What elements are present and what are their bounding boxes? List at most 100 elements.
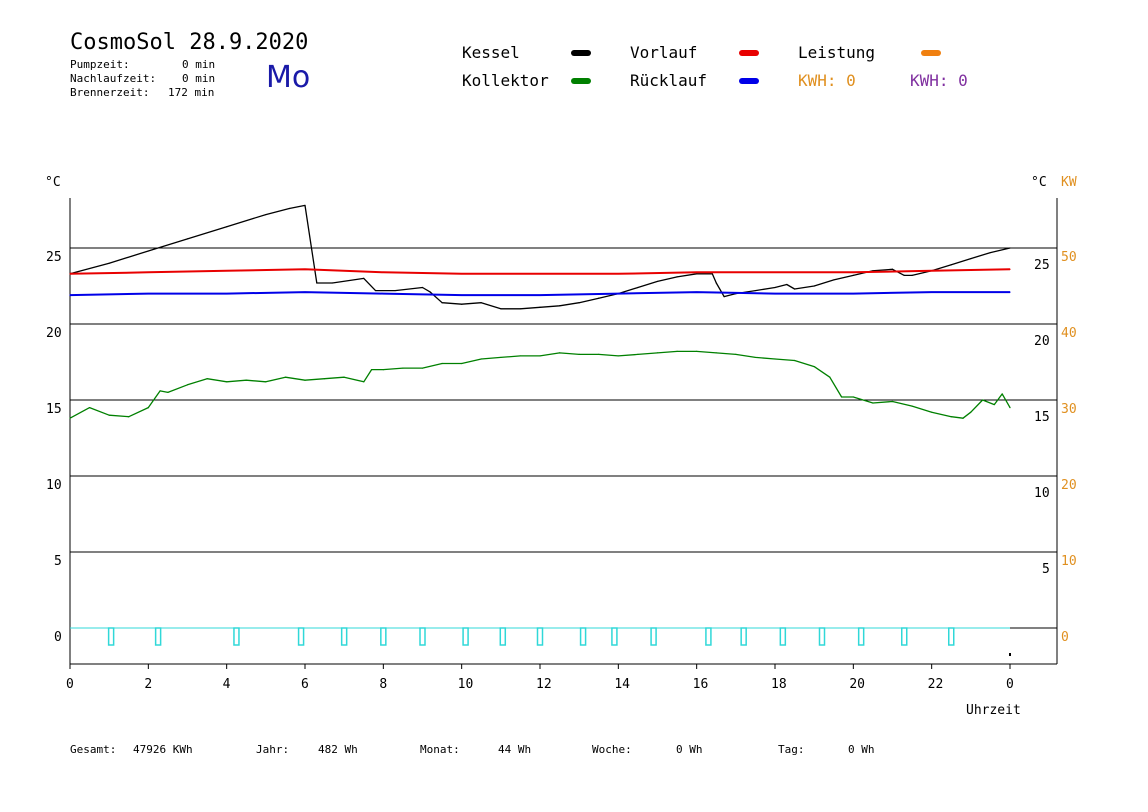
- data-point-kessel-1: [108, 262, 110, 264]
- burner-pulse-11: [611, 627, 618, 646]
- data-point-kollektor-30: [617, 355, 619, 357]
- burner-pulse-19: [948, 627, 955, 646]
- x-axis-label: Uhrzeit: [966, 703, 1021, 718]
- x-tick-12: 0: [1006, 677, 1014, 692]
- data-point-kessel-34: [774, 286, 776, 289]
- legend-leistung-swatch: [921, 50, 941, 56]
- data-point-kessel-29: [711, 273, 713, 275]
- data-point-ruecklauf-4: [382, 293, 384, 295]
- data-point-kessel-31: [723, 296, 725, 298]
- data-point-kollektor-28: [578, 353, 580, 355]
- pump-time-label: Pumpzeit:: [70, 58, 130, 71]
- data-point-kollektor-46: [911, 405, 913, 407]
- burner-pulse-14: [740, 627, 747, 646]
- data-point-kollektor-32: [656, 352, 659, 354]
- x-tick-4: 8: [379, 677, 387, 692]
- data-point-kollektor-38: [774, 358, 776, 360]
- x-tick-5: 10: [458, 677, 474, 692]
- data-point-kollektor-16: [363, 381, 365, 383]
- x-tick-2: 4: [223, 677, 231, 692]
- data-point-kessel-17: [480, 302, 482, 304]
- data-point-kollektor-6: [167, 391, 169, 393]
- data-point-kessel-26: [656, 280, 659, 283]
- footer-total-label: Gesamt:: [70, 743, 117, 756]
- data-point-ruecklauf-1: [147, 293, 149, 295]
- kwh-purple-label: KWH: 0: [910, 71, 968, 90]
- data-point-kollektor-34: [696, 350, 698, 352]
- burner-pulse-2: [233, 627, 240, 646]
- data-point-kessel-27: [676, 276, 678, 278]
- data-point-kollektor-33: [676, 350, 678, 352]
- data-point-kollektor-53: [1001, 393, 1003, 395]
- y-left-unit-label: °C: [45, 175, 61, 190]
- data-point-vorlauf-3: [304, 268, 306, 270]
- data-point-kollektor-26: [539, 355, 541, 357]
- data-point-kollektor-29: [598, 353, 600, 355]
- data-point-vorlauf-8: [696, 271, 698, 273]
- legend-ruecklauf-label: Rücklauf: [630, 71, 708, 90]
- data-point-kollektor-3: [128, 416, 130, 418]
- data-point-kollektor-17: [370, 369, 373, 371]
- footer-month-value: 44 Wh: [498, 743, 532, 756]
- data-point-kollektor-22: [461, 362, 463, 365]
- data-point-vorlauf-12: [1009, 268, 1011, 270]
- kw-tick-10: 10: [1061, 554, 1077, 569]
- legend-kollektor-label: Kollektor: [462, 71, 549, 90]
- series-line-vorlauf: [69, 268, 1011, 275]
- data-point-kollektor-11: [265, 381, 267, 383]
- footer-month-label: Monat:: [420, 743, 460, 756]
- data-point-kollektor-2: [108, 414, 110, 416]
- data-point-kessel-35: [786, 283, 788, 286]
- data-point-kollektor-31: [637, 353, 639, 355]
- y-left-tick-20: 20: [46, 326, 62, 341]
- data-point-kessel-11: [374, 289, 377, 292]
- footer-year-label: Jahr:: [256, 743, 290, 756]
- data-point-kessel-48: [1009, 247, 1011, 249]
- legend-vorlauf-swatch: [739, 50, 759, 56]
- data-point-kessel-21: [558, 305, 561, 307]
- data-point-vorlauf-2: [226, 270, 228, 272]
- burner-time-label: Brennerzeit:: [70, 86, 150, 99]
- data-point-kollektor-43: [852, 396, 854, 398]
- series-line-kollektor: [69, 350, 1011, 419]
- x-tick-7: 14: [614, 677, 630, 692]
- data-point-kessel-46: [970, 258, 972, 260]
- data-point-kollektor-1: [88, 407, 91, 409]
- data-point-kessel-10: [363, 277, 365, 279]
- burner-pulse-5: [380, 627, 387, 646]
- data-point-kollektor-48: [950, 416, 952, 418]
- data-point-kollektor-19: [402, 367, 404, 369]
- data-point-kollektor-36: [735, 353, 737, 355]
- data-point-ruecklauf-2: [226, 293, 228, 295]
- data-point-ruecklauf-10: [852, 293, 854, 295]
- data-point-kessel-33: [754, 289, 757, 292]
- legend-kessel-swatch: [571, 50, 591, 56]
- data-point-kollektor-35: [715, 352, 717, 354]
- legend-kollektor-swatch: [571, 78, 591, 84]
- kwh-orange-label: KWH: 0: [798, 71, 856, 90]
- page-title: CosmoSol 28.9.2020: [70, 30, 309, 55]
- data-point-kessel-5: [265, 213, 267, 216]
- x-tick-11: 22: [928, 677, 944, 692]
- y-left-tick-5: 5: [54, 554, 62, 569]
- burner-pulse-0: [107, 627, 115, 646]
- y-right-unit-label: °C: [1031, 175, 1047, 190]
- kw-tick-0: 0: [1061, 630, 1069, 645]
- kw-tick-20: 20: [1061, 478, 1077, 493]
- data-point-kollektor-40: [813, 365, 815, 368]
- data-point-kessel-39: [852, 274, 854, 276]
- kw-tick-30: 30: [1061, 402, 1077, 417]
- data-point-vorlauf-11: [931, 270, 933, 272]
- data-point-kessel-36: [793, 288, 796, 290]
- data-point-kessel-37: [813, 285, 815, 287]
- followup-time-value: 0 min: [182, 72, 216, 85]
- footer-week-value: 0 Wh: [676, 743, 703, 756]
- data-point-kessel-9: [331, 282, 334, 284]
- data-point-kessel-15: [441, 302, 443, 304]
- data-point-ruecklauf-12: [1009, 291, 1011, 293]
- data-point-kollektor-54: [1009, 407, 1011, 409]
- burner-pulse-1: [154, 627, 162, 646]
- burner-pulse-12: [650, 627, 657, 646]
- data-point-kollektor-4: [147, 407, 149, 409]
- data-point-kessel-22: [578, 302, 580, 304]
